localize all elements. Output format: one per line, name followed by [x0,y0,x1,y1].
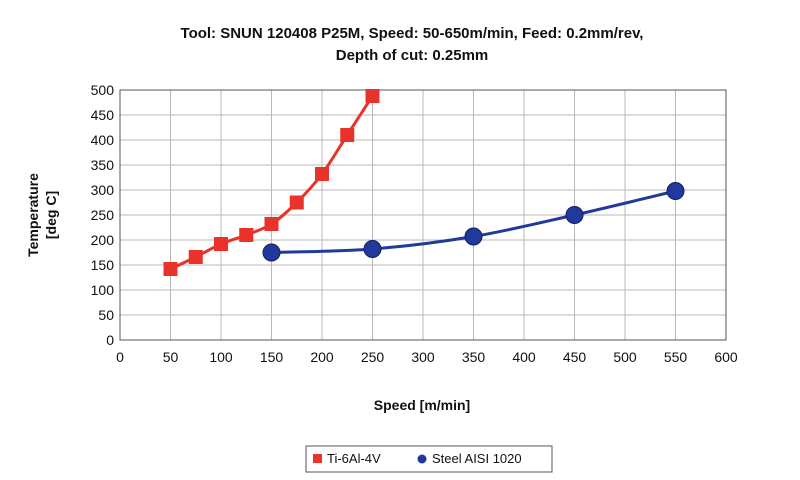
x-tick-label-8: 400 [512,349,536,365]
y-axis-label-line-1: Temperature [25,173,41,257]
legend-marker-ti [313,454,322,463]
x-tick-label-2: 100 [209,349,233,365]
legend-box [305,445,553,473]
series [163,89,685,276]
series-1-point-3 [565,206,584,224]
y-tick-label-1: 50 [98,307,114,323]
series-0-point-5 [289,195,304,210]
x-tick-label-11: 550 [664,349,688,365]
x-tick-label-9: 450 [563,349,587,365]
series-1-point-2 [464,227,483,246]
series-1-point-0 [262,243,281,262]
x-tick-label-12: 600 [714,349,738,365]
plot-area [119,89,727,341]
x-tick-label-7: 350 [462,349,486,365]
x-tick-label-5: 250 [361,349,385,365]
series-0-point-2 [214,237,228,251]
y-tick-label-5: 250 [91,207,115,223]
legend: Ti-6Al-4V Steel AISI 1020 [305,445,553,473]
x-tick-label-6: 300 [411,349,435,365]
series-0-point-0 [163,262,178,276]
y-tick-label-6: 300 [91,182,115,198]
y-tick-label-4: 200 [91,232,115,248]
legend-label-steel: Steel AISI 1020 [432,451,522,466]
y-tick-label-9: 450 [91,107,115,123]
series-1-point-1 [363,240,382,258]
tick-labels: 0 50 100 150 200 250 300 350 400 450 500 550 600 0 50 1… [91,82,738,365]
grid [119,89,727,341]
y-tick-label-7: 350 [91,157,115,173]
x-tick-label-0: 0 [116,349,124,365]
chart-title-line-1: Tool: SNUN 120408 P25M, Speed: 50-650m/m… [181,25,644,42]
series-0-point-3 [239,228,254,242]
legend-label-ti: Ti-6Al-4V [327,451,381,466]
y-tick-label-10: 500 [91,82,115,98]
y-tick-label-3: 150 [91,257,115,273]
y-axis-label-line-2: [deg C] [43,191,59,239]
chart-title-line-2: Depth of cut: 0.25mm [336,47,489,64]
series-0-point-1 [188,250,203,264]
y-tick-label-8: 400 [91,132,115,148]
y-tick-label-0: 0 [106,332,114,348]
x-tick-label-1: 50 [163,349,179,365]
series-0-point-6 [315,167,329,181]
x-tick-label-3: 150 [260,349,284,365]
x-tick-label-10: 500 [613,349,637,365]
series-0-point-4 [264,217,279,231]
legend-marker-steel [417,454,427,464]
x-tick-label-4: 200 [310,349,334,365]
series-0-point-7 [340,128,355,142]
series-1-point-4 [666,182,685,200]
series-0-point-8 [365,89,380,103]
y-tick-label-2: 100 [91,282,115,298]
x-axis-label: Speed [m/min] [374,397,470,413]
